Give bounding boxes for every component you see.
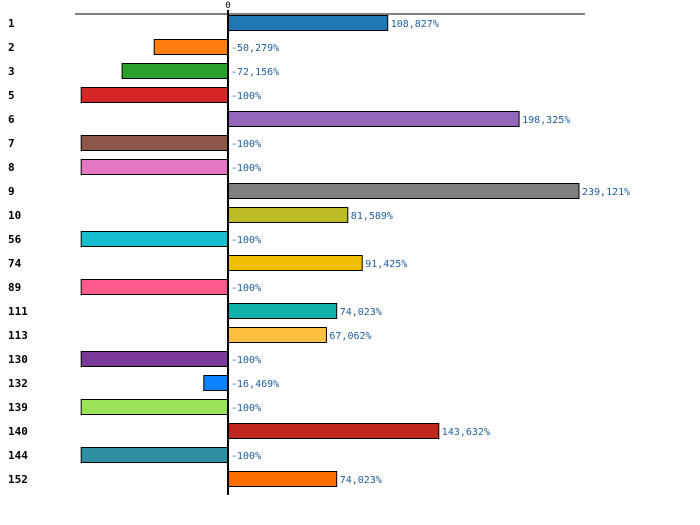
value-label: -100% bbox=[231, 235, 261, 246]
category-label: 144 bbox=[8, 449, 28, 462]
category-label: 130 bbox=[8, 353, 28, 366]
bar bbox=[227, 327, 327, 343]
bar bbox=[227, 471, 338, 487]
category-label: 8 bbox=[8, 161, 15, 174]
category-label: 9 bbox=[8, 185, 15, 198]
value-label: 198,325% bbox=[522, 115, 570, 126]
bar bbox=[80, 279, 229, 295]
category-label: 56 bbox=[8, 233, 22, 246]
value-label: -50,279% bbox=[231, 43, 279, 54]
value-label: 74,023% bbox=[340, 307, 382, 318]
bar bbox=[227, 207, 349, 223]
value-label: -100% bbox=[231, 403, 261, 414]
bar bbox=[80, 447, 229, 463]
value-label: -100% bbox=[231, 91, 261, 102]
bar bbox=[80, 351, 229, 367]
bar bbox=[80, 135, 229, 151]
category-label: 111 bbox=[8, 305, 28, 318]
category-label: 3 bbox=[8, 65, 15, 78]
value-label: -72,156% bbox=[231, 67, 279, 78]
category-label: 140 bbox=[8, 425, 28, 438]
bar bbox=[203, 375, 229, 391]
category-label: 1 bbox=[8, 17, 15, 30]
value-label: -100% bbox=[231, 139, 261, 150]
bar bbox=[227, 111, 520, 127]
category-label: 139 bbox=[8, 401, 28, 414]
category-label: 10 bbox=[8, 209, 21, 222]
value-label: -100% bbox=[231, 355, 261, 366]
category-label: 2 bbox=[8, 41, 15, 54]
value-label: 74,023% bbox=[340, 475, 382, 486]
zero-tick-label: 0 bbox=[225, 1, 230, 11]
category-label: 113 bbox=[8, 329, 28, 342]
bar bbox=[227, 303, 338, 319]
value-label: -16,469% bbox=[231, 379, 279, 390]
value-label: 108,827% bbox=[391, 19, 439, 30]
bar bbox=[80, 231, 229, 247]
category-label: 89 bbox=[8, 281, 21, 294]
bar bbox=[227, 183, 580, 199]
category-label: 152 bbox=[8, 473, 28, 486]
bar bbox=[227, 15, 389, 31]
bar bbox=[227, 423, 440, 439]
bar bbox=[227, 255, 363, 271]
bar bbox=[80, 399, 229, 415]
value-label: -100% bbox=[231, 283, 261, 294]
value-label: 91,425% bbox=[365, 259, 407, 270]
category-label: 5 bbox=[8, 89, 15, 102]
value-label: 239,121% bbox=[582, 187, 630, 198]
value-label: -100% bbox=[231, 163, 261, 174]
value-label: 81,589% bbox=[351, 211, 393, 222]
category-label: 132 bbox=[8, 377, 28, 390]
bar bbox=[121, 63, 229, 79]
category-label: 7 bbox=[8, 137, 15, 150]
bar bbox=[80, 159, 229, 175]
category-label: 6 bbox=[8, 113, 15, 126]
category-label: 74 bbox=[8, 257, 22, 270]
bar bbox=[153, 39, 229, 55]
value-label: 143,632% bbox=[442, 427, 490, 438]
value-label: 67,062% bbox=[329, 331, 371, 342]
value-label: -100% bbox=[231, 451, 261, 462]
bar bbox=[80, 87, 229, 103]
